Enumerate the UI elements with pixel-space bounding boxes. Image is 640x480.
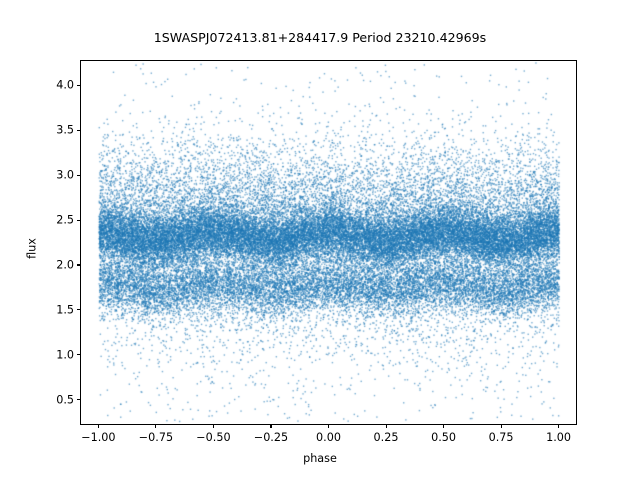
x-tick-label: −1.00 [81, 431, 116, 444]
y-tick-label: 1.0 [56, 348, 74, 362]
y-tick-label: 0.5 [56, 393, 74, 407]
x-tick-label: 1.00 [546, 431, 572, 444]
y-tick-label: 3.0 [56, 168, 74, 182]
x-tick-label: 0.00 [316, 431, 341, 444]
x-tick-label: −0.25 [253, 431, 289, 444]
x-tick-mark [328, 424, 330, 428]
y-tick-mark [76, 219, 80, 221]
y-tick-mark [76, 354, 80, 356]
y-tick-label: 2.0 [56, 258, 74, 272]
y-tick-label: 3.5 [56, 123, 74, 137]
y-axis-label: flux [25, 238, 39, 259]
y-tick-label: 4.0 [56, 78, 74, 92]
x-tick-label: 0.25 [373, 431, 399, 444]
y-tick-label: 2.5 [56, 213, 74, 227]
y-tick-label: 1.5 [56, 303, 74, 317]
x-tick-mark [443, 424, 445, 428]
x-tick-label: −0.75 [138, 431, 174, 444]
y-tick-mark [76, 399, 80, 401]
x-axis-label: phase [303, 452, 337, 465]
x-tick-label: 0.50 [431, 431, 456, 444]
x-tick-label: −0.50 [196, 431, 231, 444]
y-tick-mark [76, 129, 80, 131]
plot-title: 1SWASPJ072413.81+284417.9 Period 23210.4… [153, 30, 487, 45]
scatter-plot-canvas [81, 61, 576, 424]
x-tick-mark [97, 424, 99, 428]
x-tick-mark [155, 424, 157, 428]
x-tick-mark [212, 424, 214, 428]
x-tick-mark [270, 424, 272, 428]
x-tick-mark [385, 424, 387, 428]
y-tick-mark [76, 264, 80, 266]
x-tick-label: 0.75 [488, 431, 514, 444]
y-tick-mark [76, 309, 80, 311]
x-tick-mark [558, 424, 560, 428]
y-tick-mark [76, 174, 80, 176]
x-tick-mark [500, 424, 502, 428]
y-tick-mark [76, 84, 80, 86]
